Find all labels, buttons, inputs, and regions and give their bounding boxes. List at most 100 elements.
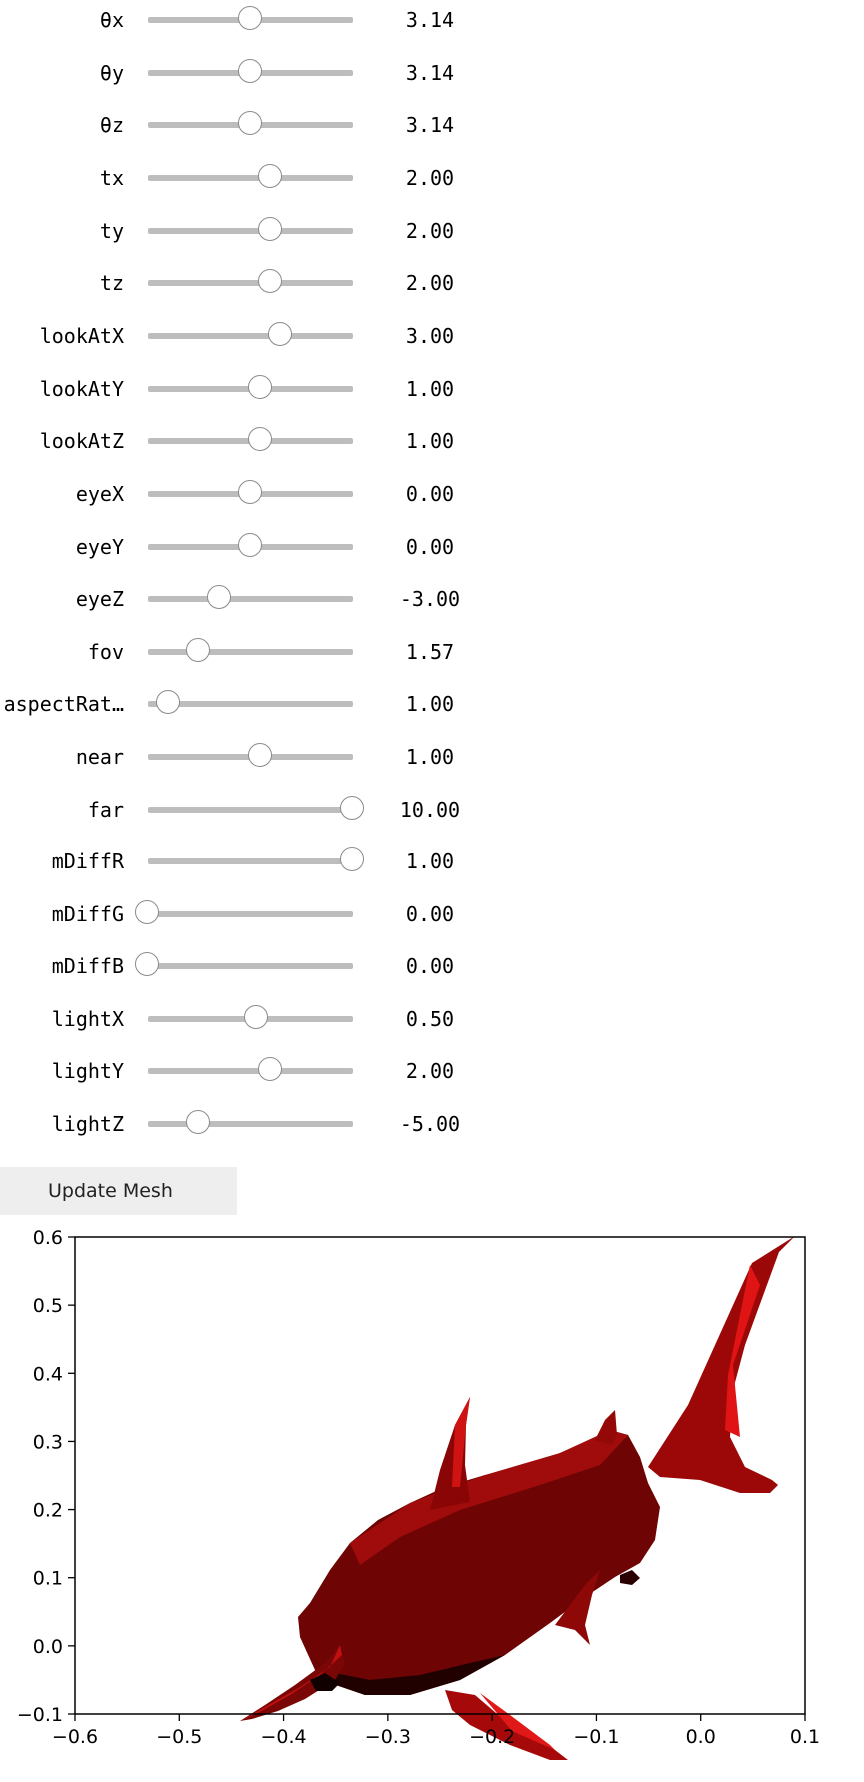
- slider-value-eye-x: 0.00: [405, 482, 455, 506]
- slider-track-ty[interactable]: [148, 217, 353, 241]
- slider-row-ty: ty 2.00: [0, 211, 520, 251]
- update-mesh-button[interactable]: Update Mesh: [0, 1167, 237, 1215]
- slider-row-eye-x: eyeX 0.00: [0, 474, 520, 514]
- slider-row-light-x: lightX 0.50: [0, 999, 520, 1039]
- slider-track-m-diff-b[interactable]: [135, 952, 353, 976]
- slider-handle-tz[interactable]: [258, 269, 282, 293]
- slider-value-far: 10.00: [399, 798, 461, 822]
- slider-track-near[interactable]: [148, 743, 353, 767]
- slider-track-look-at-x[interactable]: [148, 322, 353, 346]
- x-tick-label: −0.4: [261, 1726, 307, 1748]
- slider-track-m-diff-r[interactable]: [148, 847, 364, 871]
- slider-handle-ty[interactable]: [258, 217, 282, 241]
- slider-handle-tx[interactable]: [258, 164, 282, 188]
- shark-tail-stripe: [725, 1265, 760, 1437]
- slider-value-light-x: 0.50: [405, 1007, 455, 1031]
- slider-handle-theta-z[interactable]: [237, 111, 262, 135]
- slider-track-eye-y[interactable]: [148, 533, 353, 557]
- slider-handle-m-diff-r[interactable]: [340, 847, 364, 871]
- slider-track-look-at-y[interactable]: [148, 375, 353, 399]
- slider-label-tx: tx: [99, 166, 124, 190]
- shark-tail-upper: [648, 1236, 795, 1493]
- slider-handle-eye-y[interactable]: [237, 533, 262, 557]
- slider-value-m-diff-b: 0.00: [405, 954, 455, 978]
- slider-track-aspect-ratio[interactable]: [148, 690, 353, 714]
- y-tick-label: 0.2: [33, 1500, 63, 1522]
- slider-label-look-at-y: lookAtY: [39, 377, 124, 401]
- slider-track-tx[interactable]: [148, 164, 353, 188]
- slider-track-far[interactable]: [148, 796, 364, 820]
- x-axis: −0.6 −0.5 −0.4 −0.3 −0.2 −0.1 0.0 0.1: [52, 1714, 820, 1748]
- slider-handle-aspect-ratio[interactable]: [155, 690, 180, 714]
- slider-row-aspect-ratio: aspectRat… 1.00: [0, 684, 520, 724]
- slider-label-m-diff-r: mDiffR: [51, 849, 124, 873]
- y-tick-label: 0.4: [33, 1363, 63, 1385]
- slider-row-theta-z: θz 3.14: [0, 105, 520, 145]
- mesh-plot: −0.6 −0.5 −0.4 −0.3 −0.2 −0.1 0.0 0.1 −0.1 0.0 0.…: [17, 1227, 820, 1760]
- slider-track-look-at-z[interactable]: [148, 427, 353, 451]
- y-axis: −0.1 0.0 0.1 0.2 0.3 0.4 0.5 0.6: [17, 1227, 75, 1726]
- slider-track-fov[interactable]: [148, 638, 353, 662]
- y-tick-label: 0.1: [33, 1568, 63, 1590]
- slider-row-tz: tz 2.00: [0, 263, 520, 303]
- slider-row-near: near 1.00: [0, 737, 520, 777]
- slider-track-light-z[interactable]: [148, 1110, 353, 1134]
- slider-track-tz[interactable]: [148, 269, 353, 293]
- x-tick-label: −0.1: [573, 1726, 619, 1748]
- slider-handle-eye-z[interactable]: [206, 585, 231, 609]
- slider-row-theta-x: θx 3.14: [0, 0, 520, 40]
- slider-track-theta-y[interactable]: [148, 59, 353, 83]
- slider-handle-look-at-z[interactable]: [247, 427, 272, 451]
- slider-label-look-at-z: lookAtZ: [39, 429, 124, 453]
- y-tick-label: 0.0: [33, 1636, 63, 1658]
- slider-track-m-diff-g[interactable]: [135, 900, 353, 924]
- slider-handle-far[interactable]: [340, 796, 364, 820]
- shark-pectoral-edge: [480, 1693, 555, 1750]
- slider-row-m-diff-b: mDiffB 0.00: [0, 946, 520, 986]
- slider-value-eye-y: 0.00: [405, 535, 455, 559]
- shark-back-shading: [350, 1430, 628, 1565]
- slider-value-ty: 2.00: [405, 219, 455, 243]
- slider-handle-light-z[interactable]: [186, 1110, 211, 1134]
- slider-row-m-diff-r: mDiffR 1.00: [0, 841, 520, 881]
- slider-track-eye-z[interactable]: [148, 585, 353, 609]
- slider-handle-light-y[interactable]: [258, 1057, 282, 1081]
- slider-handle-theta-x[interactable]: [237, 6, 262, 30]
- slider-handle-light-x[interactable]: [243, 1005, 268, 1029]
- slider-handle-fov[interactable]: [186, 638, 211, 662]
- slider-handle-eye-x[interactable]: [237, 480, 262, 504]
- slider-handle-m-diff-g[interactable]: [135, 900, 159, 924]
- slider-value-tx: 2.00: [405, 166, 455, 190]
- slider-row-eye-y: eyeY 0.00: [0, 527, 520, 567]
- slider-label-far: far: [87, 798, 124, 822]
- slider-track-light-x[interactable]: [148, 1005, 353, 1029]
- shark-belly-shadow: [315, 1655, 505, 1695]
- slider-handle-look-at-x[interactable]: [268, 322, 293, 346]
- x-tick-label: −0.5: [156, 1726, 202, 1748]
- x-tick-label: 0.0: [686, 1726, 716, 1748]
- slider-label-eye-z: eyeZ: [75, 587, 124, 611]
- slider-track-theta-x[interactable]: [148, 6, 353, 30]
- slider-value-look-at-y: 1.00: [405, 377, 455, 401]
- slider-label-near: near: [75, 745, 124, 769]
- slider-row-light-y: lightY 2.00: [0, 1051, 520, 1091]
- slider-handle-look-at-y[interactable]: [247, 375, 272, 399]
- y-tick-label: 0.5: [33, 1295, 63, 1317]
- slider-handle-m-diff-b[interactable]: [135, 952, 159, 976]
- slider-track-light-y[interactable]: [148, 1057, 353, 1081]
- slider-label-theta-x: θx: [99, 8, 124, 32]
- slider-row-look-at-y: lookAtY 1.00: [0, 369, 520, 409]
- slider-row-eye-z: eyeZ -3.00: [0, 579, 520, 619]
- slider-track-theta-z[interactable]: [148, 111, 353, 135]
- slider-handle-near[interactable]: [247, 743, 272, 767]
- slider-value-fov: 1.57: [405, 640, 455, 664]
- slider-label-look-at-x: lookAtX: [39, 324, 124, 348]
- slider-row-m-diff-g: mDiffG 0.00: [0, 894, 520, 934]
- slider-track-eye-x[interactable]: [148, 480, 353, 504]
- slider-value-look-at-x: 3.00: [405, 324, 455, 348]
- slider-label-ty: ty: [99, 219, 124, 243]
- x-tick-label: 0.1: [790, 1726, 820, 1748]
- slider-handle-theta-y[interactable]: [237, 59, 262, 83]
- slider-label-eye-y: eyeY: [75, 535, 124, 559]
- shark-body: [298, 1430, 660, 1695]
